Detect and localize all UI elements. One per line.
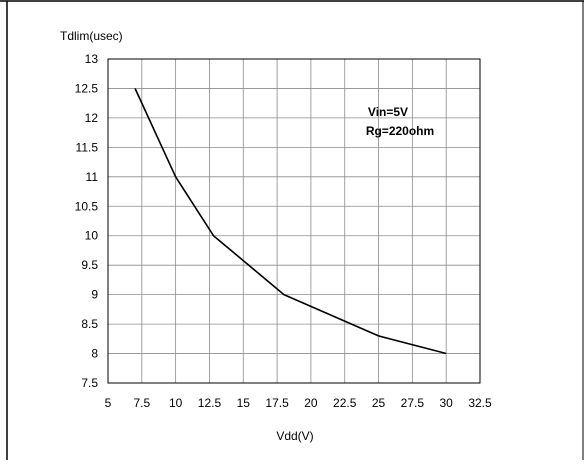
x-tick-label: 17.5 bbox=[265, 396, 289, 410]
y-tick-label: 9.5 bbox=[81, 258, 98, 272]
y-tick-label: 10 bbox=[85, 229, 99, 243]
y-tick-label: 9 bbox=[91, 288, 98, 302]
x-tick-label: 32.5 bbox=[468, 396, 492, 410]
x-tick-label: 15 bbox=[237, 396, 251, 410]
x-tick-label: 25 bbox=[372, 396, 386, 410]
x-tick-label: 12.5 bbox=[198, 396, 222, 410]
x-tick-label: 5 bbox=[105, 396, 112, 410]
y-tick-label: 10.5 bbox=[75, 199, 99, 213]
x-tick-label: 20 bbox=[304, 396, 318, 410]
x-tick-label: 22.5 bbox=[333, 396, 357, 410]
x-tick-label: 30 bbox=[440, 396, 454, 410]
annotation-line-2: Rg=220ohm bbox=[366, 124, 434, 138]
annotation-line-1: Vin=5V bbox=[368, 105, 408, 119]
y-tick-label: 8.5 bbox=[81, 317, 98, 331]
x-tick-label: 27.5 bbox=[401, 396, 425, 410]
plot-border bbox=[108, 59, 480, 383]
y-tick-labels: 7.5 8 8.5 9 9.5 10 10.5 11 11.5 12 12.5 13 bbox=[75, 52, 99, 390]
x-tick-labels: 5 7.5 10 12.5 15 17.5 20 22.5 25 27.5 30 32.5 bbox=[105, 396, 492, 410]
y-tick-label: 7.5 bbox=[81, 376, 98, 390]
y-tick-label: 8 bbox=[91, 347, 98, 361]
x-axis-label: Vdd(V) bbox=[276, 429, 313, 443]
x-tick-label: 10 bbox=[169, 396, 183, 410]
y-tick-label: 11.5 bbox=[76, 140, 99, 154]
y-axis-label: Tdlim(usec) bbox=[60, 29, 123, 43]
y-tick-label: 12 bbox=[85, 111, 99, 125]
y-tick-label: 11 bbox=[86, 170, 99, 184]
x-tick-label: 7.5 bbox=[133, 396, 150, 410]
y-tick-label: 13 bbox=[85, 52, 99, 66]
grid bbox=[108, 59, 480, 383]
y-tick-label: 12.5 bbox=[75, 81, 99, 95]
